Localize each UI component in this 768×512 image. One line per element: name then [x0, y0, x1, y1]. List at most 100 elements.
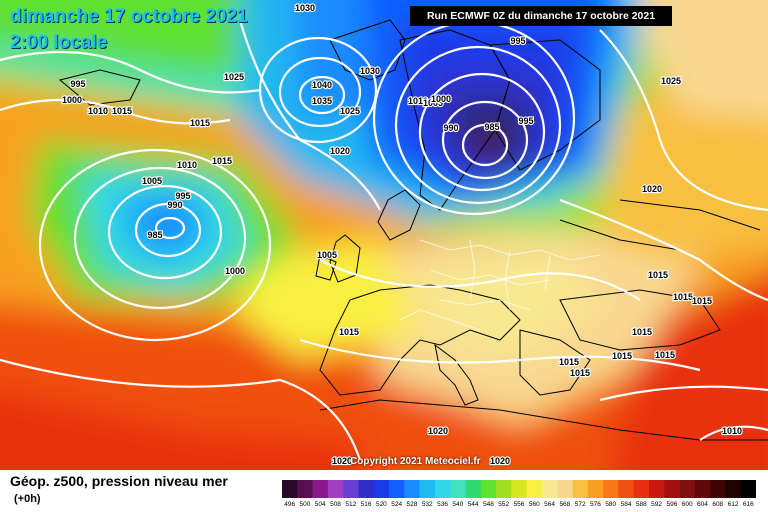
scale-tick-label: 604 [697, 501, 708, 508]
scale-swatch [465, 480, 482, 498]
scale-swatch [603, 480, 619, 498]
scale-tick-label: 552 [498, 501, 509, 508]
legend-bar: Géop. z500, pression niveau mer (+0h) 49… [0, 470, 768, 512]
scale-swatch [679, 480, 696, 498]
isobar-label: 1025 [224, 72, 244, 82]
scale-swatch [312, 480, 329, 498]
isobar-label: 990 [443, 123, 458, 133]
isobar-label: 1005 [142, 176, 162, 186]
scale-tick-label: 544 [468, 501, 479, 508]
isobar-label: 1020 [642, 184, 662, 194]
scale-tick-label: 512 [345, 501, 356, 508]
isobar-label: 1010 [177, 160, 197, 170]
scale-tick-label: 548 [483, 501, 494, 508]
isobar-label: 1015 [673, 292, 693, 302]
isobar-label: 1015 [190, 118, 210, 128]
isobar-label: 990 [167, 200, 182, 210]
isobar-labels: 1030 995 995 1000 1010 1015 1025 1040 1035 1030 10… [61, 2, 743, 467]
scale-swatch [664, 480, 680, 498]
isobar-label: 1010 [722, 426, 742, 436]
scale-swatch [740, 480, 756, 498]
scale-tick-label: 560 [529, 501, 540, 508]
scale-swatch [557, 480, 573, 498]
scale-tick-label: 592 [651, 501, 662, 508]
isobar-label: 1020 [330, 146, 350, 156]
scale-swatch [404, 480, 420, 498]
scale-swatch [633, 480, 650, 498]
scale-tick-label: 520 [376, 501, 387, 508]
scale-swatch [618, 480, 634, 498]
scale-tick-label: 496 [284, 501, 295, 508]
scale-tick-label: 528 [407, 501, 418, 508]
scale-tick-label: 588 [636, 501, 647, 508]
isobar-label: 995 [175, 191, 190, 201]
isobar-label: 1015 [112, 106, 132, 116]
copyright-notice: Copyright 2021 Meteociel.fr [350, 456, 481, 467]
isobar-label: 1015 [559, 357, 579, 367]
isobar-label: 1000 [62, 95, 82, 105]
forecast-date: dimanche 17 octobre 2021 [10, 6, 248, 27]
scale-swatch [434, 480, 451, 498]
model-run-info: Run ECMWF 0Z du dimanche 17 octobre 2021 [410, 6, 672, 26]
scale-tick-label: 508 [330, 501, 341, 508]
scale-tick-label: 516 [361, 501, 372, 508]
isobar-label: 1020 [428, 426, 448, 436]
isobar-label: 1015 [648, 270, 668, 280]
forecast-map: 1030 995 995 1000 1010 1015 1025 1040 1035 1030 10… [0, 0, 768, 470]
forecast-lead-time: (+0h) [14, 493, 41, 505]
scale-swatch [419, 480, 436, 498]
scale-tick-label: 584 [621, 501, 632, 508]
scale-tick-label: 596 [666, 501, 677, 508]
scale-swatch [541, 480, 558, 498]
scale-swatch [327, 480, 344, 498]
scale-swatch [358, 480, 375, 498]
isobar-label: 1015 [655, 350, 675, 360]
isobar-label: 1025 [340, 106, 360, 116]
scale-swatch [297, 480, 313, 498]
scale-swatch [373, 480, 390, 498]
scale-swatch [526, 480, 543, 498]
scale-tick-label: 564 [544, 501, 555, 508]
isobars [0, 19, 768, 461]
isobar-label: 1040 [312, 80, 332, 90]
scale-tick-label: 616 [743, 501, 754, 508]
scale-tick-label: 572 [575, 501, 586, 508]
borders [399, 239, 601, 331]
scale-swatch [496, 480, 512, 498]
scale-swatch [511, 480, 527, 498]
scale-swatch [572, 480, 589, 498]
isobar-label: 1015 [212, 156, 232, 166]
isobar-label: 1015 [612, 351, 632, 361]
isobar-label: 1020 [332, 456, 352, 466]
isobar-label: 1015 [632, 327, 652, 337]
isobar-label: 995 [510, 36, 525, 46]
isobar-label: 1005 [423, 98, 443, 108]
scale-tick-label: 504 [315, 501, 326, 508]
scale-tick-label: 600 [682, 501, 693, 508]
scale-tick-label: 580 [605, 501, 616, 508]
scale-swatch [450, 480, 466, 498]
isobar-label: 1025 [661, 76, 681, 86]
isobar-label: 1005 [317, 250, 337, 260]
scale-tick-label: 568 [559, 501, 570, 508]
geopotential-field [0, 0, 768, 470]
scale-tick-label: 500 [300, 501, 311, 508]
isobar-label: 995 [518, 116, 533, 126]
scale-swatch [694, 480, 711, 498]
scale-tick-label: 536 [437, 501, 448, 508]
isobar-label: 1035 [312, 96, 332, 106]
scale-swatch [587, 480, 604, 498]
scale-swatch [710, 480, 726, 498]
isobar-label: 1015 [570, 368, 590, 378]
isobar-label: 1030 [360, 66, 380, 76]
scale-tick-label: 524 [391, 501, 402, 508]
isobar-label: 1000 [225, 266, 245, 276]
scale-tick-label: 540 [452, 501, 463, 508]
scale-swatch [389, 480, 405, 498]
isobar-label: 995 [70, 79, 85, 89]
scale-swatch [282, 480, 298, 498]
isobar-label: 1030 [295, 3, 315, 13]
scale-tick-label: 576 [590, 501, 601, 508]
scale-tick-label: 608 [712, 501, 723, 508]
